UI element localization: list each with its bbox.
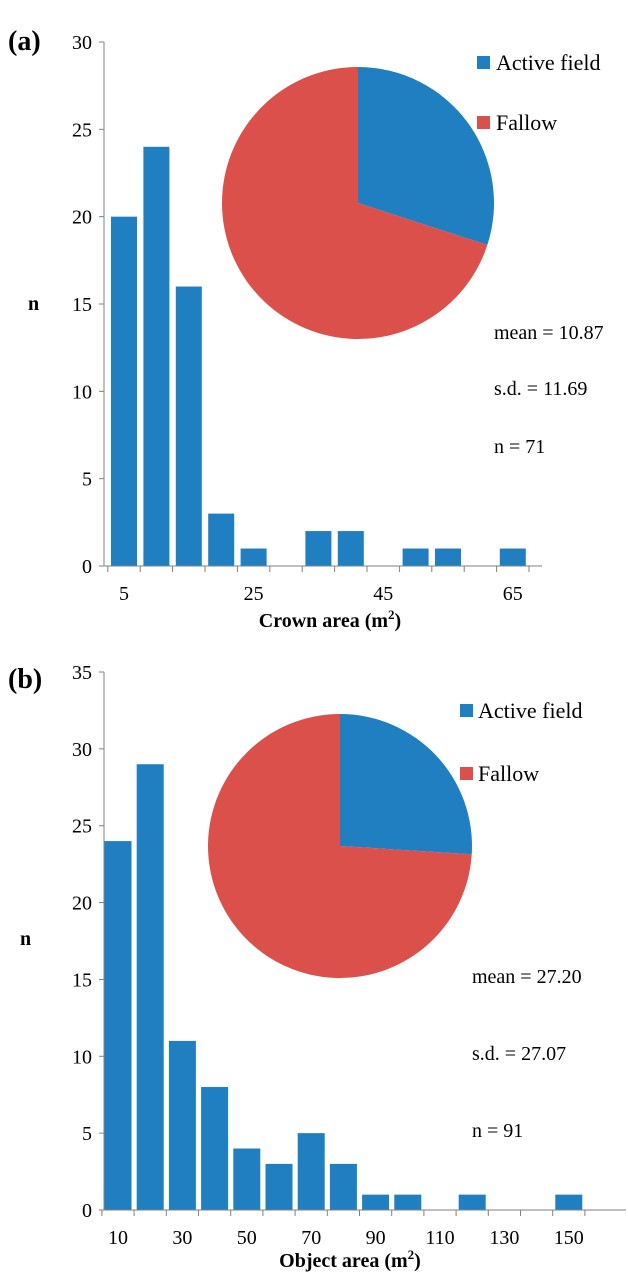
y-tick-label: 20 xyxy=(72,207,92,229)
pie-slice-active-field xyxy=(340,714,472,855)
legend-label-fallow: Fallow xyxy=(478,761,539,786)
y-tick-label: 30 xyxy=(72,32,92,54)
histogram-bar xyxy=(337,531,364,566)
x-tick-label: 90 xyxy=(366,1227,386,1249)
stat-mean: mean = 27.20 xyxy=(472,966,582,988)
y-tick-label: 30 xyxy=(72,739,92,761)
y-axis-title: n xyxy=(28,293,39,315)
x-axis-ticks: 5 25 45 65 xyxy=(107,566,530,605)
y-tick-label: 5 xyxy=(82,469,92,491)
histogram-bar xyxy=(143,146,170,567)
x-tick-label: 10 xyxy=(108,1227,128,1249)
legend-label-fallow: Fallow xyxy=(496,110,557,135)
y-axis-ticks: 0 5 10 15 20 25 30 35 xyxy=(72,662,104,1222)
histogram-bar xyxy=(201,1087,229,1210)
histogram-bar xyxy=(305,531,332,566)
pie-slice-active-field xyxy=(358,67,495,246)
y-tick-label: 0 xyxy=(82,1200,92,1222)
y-tick-label: 20 xyxy=(72,893,92,915)
y-tick-label: 10 xyxy=(72,1046,92,1068)
histogram-panel-b: (b) 0 5 10 15 20 25 30 35 10 30 50 70 90 110 130 150 n… xyxy=(0,640,628,1276)
x-tick-label: 30 xyxy=(172,1227,192,1249)
histogram-bar xyxy=(240,548,267,566)
y-tick-label: 5 xyxy=(82,1123,92,1145)
y-axis-ticks: 0 5 10 15 20 25 30 xyxy=(72,32,104,578)
histogram-bar xyxy=(208,513,235,566)
histogram-panel-a: (a) 0 5 10 15 20 25 30 5 25 45 65 n Crown area (m… xyxy=(8,26,604,632)
legend-swatch-fallow xyxy=(477,116,490,129)
histogram-bar xyxy=(136,764,164,1210)
legend-swatch-active-field xyxy=(460,704,473,717)
histogram-bar xyxy=(329,1163,357,1210)
pie-chart xyxy=(207,714,472,978)
panel-label: (a) xyxy=(8,26,41,57)
legend-label-active-field: Active field xyxy=(496,50,600,75)
pie-slice-fallow xyxy=(222,67,488,339)
histogram-bar xyxy=(265,1163,293,1210)
x-axis-title: Crown area (m2) xyxy=(259,607,401,632)
x-tick-label: 150 xyxy=(554,1227,584,1249)
y-axis-title: n xyxy=(20,928,31,950)
x-tick-label: 110 xyxy=(425,1227,454,1249)
x-tick-label: 70 xyxy=(301,1227,321,1249)
y-tick-label: 25 xyxy=(72,816,92,838)
histogram-bar xyxy=(362,1194,390,1210)
stat-n: n = 91 xyxy=(472,1120,523,1142)
y-tick-label: 15 xyxy=(72,294,92,316)
legend-swatch-active-field xyxy=(477,56,490,69)
histogram-bar xyxy=(555,1194,583,1210)
histogram-bar xyxy=(175,286,202,566)
histogram-bar xyxy=(499,548,526,566)
histogram-bar xyxy=(104,841,132,1210)
panel-label: (b) xyxy=(8,664,42,695)
crown-area-chart: (a) 0 5 10 15 20 25 30 5 25 45 65 n Crown area (m… xyxy=(8,26,604,632)
y-tick-label: 10 xyxy=(72,381,92,403)
bars xyxy=(104,764,583,1210)
x-tick-label: 25 xyxy=(244,583,264,605)
y-tick-label: 25 xyxy=(72,119,92,141)
histogram-bar xyxy=(435,548,461,566)
y-tick-label: 15 xyxy=(72,969,92,991)
histogram-bar xyxy=(297,1133,325,1210)
y-tick-label: 35 xyxy=(72,662,92,684)
stat-sd: s.d. = 11.69 xyxy=(494,378,587,400)
legend-swatch-fallow xyxy=(460,767,473,780)
histogram-bar xyxy=(402,548,429,566)
histogram-bar xyxy=(233,1148,261,1210)
histogram-bar xyxy=(168,1040,196,1210)
histogram-bar xyxy=(111,216,137,566)
x-tick-label: 5 xyxy=(119,583,129,605)
object-area-chart: (b) 0 5 10 15 20 25 30 35 10 30 50 70 90 110 130 150 n… xyxy=(8,662,626,1272)
legend-label-active-field: Active field xyxy=(478,698,582,723)
x-tick-label: 65 xyxy=(503,583,523,605)
stat-n: n = 71 xyxy=(494,436,545,458)
stat-mean: mean = 10.87 xyxy=(494,322,604,344)
x-tick-label: 45 xyxy=(373,583,393,605)
x-tick-label: 130 xyxy=(489,1227,519,1249)
histogram-bar xyxy=(458,1194,486,1210)
bars xyxy=(111,146,526,567)
x-tick-label: 50 xyxy=(237,1227,257,1249)
y-tick-label: 0 xyxy=(82,556,92,578)
x-axis-ticks: 10 30 50 70 90 110 130 150 xyxy=(101,1210,586,1249)
pie-chart xyxy=(222,67,495,339)
pie-slice-fallow xyxy=(207,714,472,978)
stat-sd: s.d. = 27.07 xyxy=(472,1043,566,1065)
x-axis-title: Object area (m2) xyxy=(279,1247,421,1272)
histogram-bar xyxy=(394,1194,422,1210)
